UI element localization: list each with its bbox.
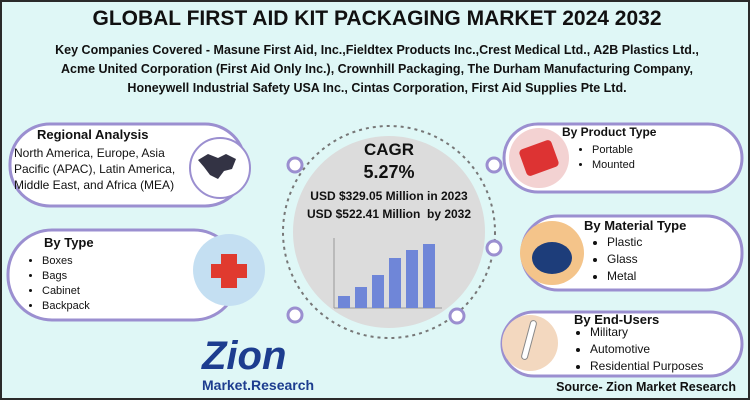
end-users-title: By End-Users xyxy=(574,312,660,327)
mini-chart xyxy=(333,238,442,309)
outer-ring xyxy=(282,125,496,339)
connectors xyxy=(286,156,503,325)
list-item: Boxes xyxy=(42,254,90,269)
product-list: PortableMounted xyxy=(574,143,635,173)
companies-line: Key Companies Covered - Masune First Aid… xyxy=(55,43,699,57)
type-list: BoxesBagsCabinetBackpack xyxy=(24,254,90,314)
list-item: Plastic xyxy=(607,234,642,251)
logo-name: Zion xyxy=(202,334,287,378)
companies-line: Acme United Corporation (First Aid Only … xyxy=(61,62,693,76)
logo-sub: Market.Research xyxy=(202,377,315,393)
cagr-label: CAGR xyxy=(363,140,415,159)
list-item: Cabinet xyxy=(42,284,90,299)
value-2032: USD $522.41 Million by 2032 xyxy=(306,207,472,221)
center-circle xyxy=(293,136,485,328)
list-item: Glass xyxy=(607,251,642,268)
list-item: Military xyxy=(590,324,703,341)
list-item: Metal xyxy=(607,268,642,285)
title: GLOBAL FIRST AID KIT PACKAGING MARKET 20… xyxy=(92,7,662,30)
type-title: By Type xyxy=(44,235,94,250)
list-item: Bags xyxy=(42,269,90,284)
list-item: Residential Purposes xyxy=(590,358,703,375)
material-title: By Material Type xyxy=(584,218,687,233)
regional-text: North America, Europe, Asia Pacific (APA… xyxy=(14,146,176,192)
material-list: PlasticGlassMetal xyxy=(589,234,642,285)
list-item: Mounted xyxy=(592,158,635,173)
value-2023: USD $329.05 Million in 2023 xyxy=(310,189,468,203)
cross xyxy=(211,254,247,288)
list-item: Portable xyxy=(592,143,635,158)
cagr-value: 5.27% xyxy=(363,162,415,182)
product-title: By Product Type xyxy=(562,125,657,139)
companies-line: Honeywell Industrial Safety USA Inc., Ci… xyxy=(127,81,627,95)
list-item: Automotive xyxy=(590,341,703,358)
map-shape xyxy=(198,154,236,179)
source: Source- Zion Market Research xyxy=(556,380,736,394)
end-users-list: MilitaryAutomotiveResidential Purposes xyxy=(572,324,703,375)
regional-title: Regional Analysis xyxy=(37,127,149,142)
list-item: Backpack xyxy=(42,299,90,314)
